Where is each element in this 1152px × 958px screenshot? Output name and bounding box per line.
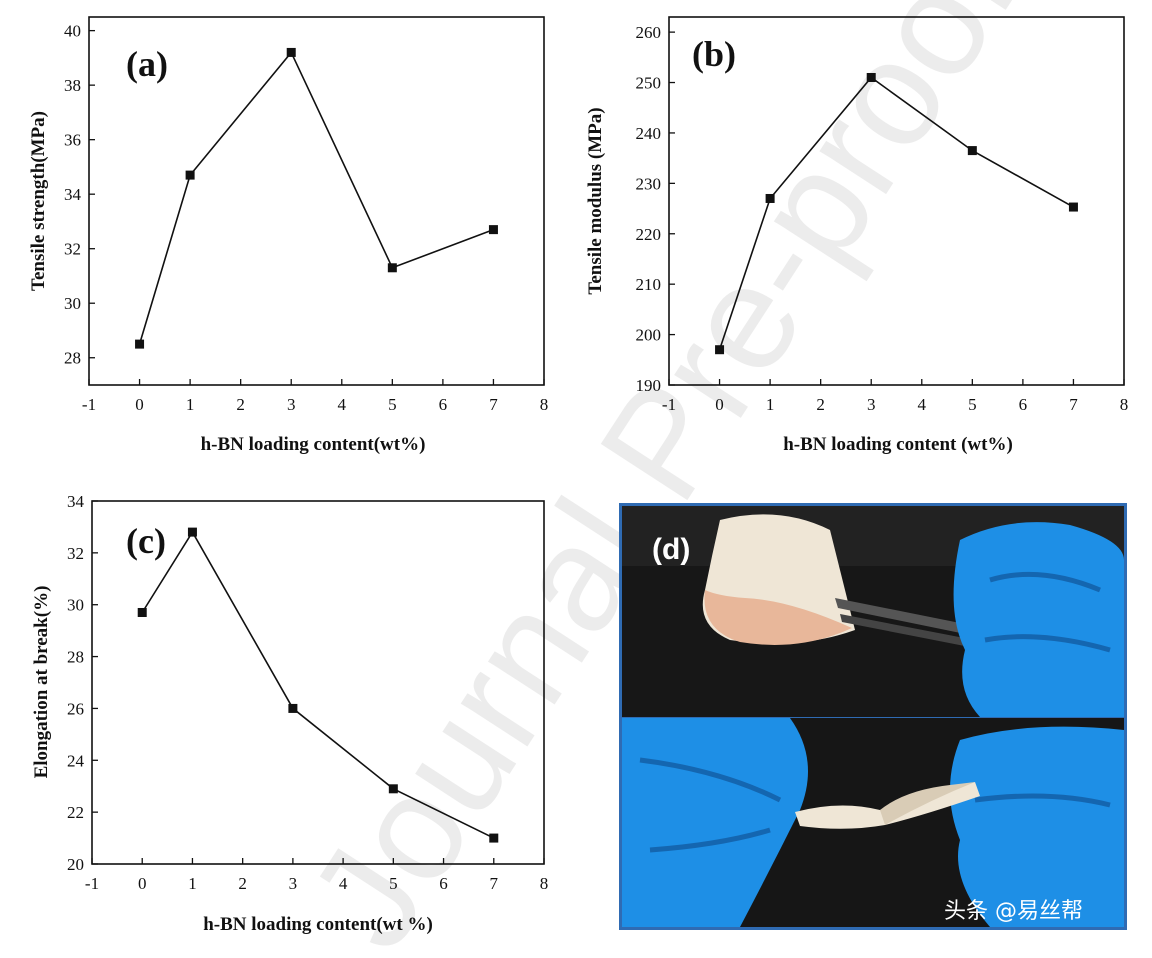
y-axis-title: Tensile modulus (MPa) [585,107,606,294]
data-point [187,527,197,537]
data-point [1068,202,1078,212]
plot-frame [88,16,545,386]
x-tick-label: -1 [662,395,676,414]
data-point [489,833,499,843]
y-tick-label: 22 [67,803,84,822]
panel-label: (a) [126,44,168,84]
data-point [137,607,147,617]
x-tick-label: 7 [489,395,498,414]
y-tick-label: 36 [64,131,81,150]
series-line [138,50,494,345]
x-tick-label: 8 [540,395,549,414]
glove-right-bottom [950,726,1124,927]
y-tick-label: 34 [67,492,85,511]
y-tick-label: 260 [636,23,662,42]
glove-left-bottom [622,718,808,927]
x-tick-label: 3 [289,874,298,893]
y-tick-label: 34 [64,185,82,204]
x-axis-title: h-BN loading content(wt%) [201,434,426,455]
y-tick-label: 210 [636,275,662,294]
y-tick-label: 30 [64,294,81,313]
x-tick-label: 6 [439,395,448,414]
photo-panel-d: (d) 头条 @易丝帮 [619,503,1127,930]
x-tick-label: 2 [816,395,825,414]
y-tick-label: 32 [67,544,84,563]
x-tick-label: 4 [918,395,927,414]
data-point [286,47,296,57]
x-tick-label: 3 [287,395,296,414]
y-tick-label: 28 [64,349,81,368]
panel-b: -1 0 1 2 3 4 5 6 7 8 190 200 210 220 230 240 250 260 h-BN … [585,16,1129,455]
y-tick-label: 26 [67,699,84,718]
x-tick-label: 0 [135,395,144,414]
y-tick-label: 30 [67,596,84,615]
x-tick-label: 1 [186,395,195,414]
y-axis-title: Tensile strength(MPa) [28,111,49,291]
tweezers [835,598,985,638]
y-tick-label: 200 [636,326,662,345]
x-tick-label: 7 [1069,395,1078,414]
data-point [765,193,775,203]
glove-right-top [953,522,1124,717]
x-axis-title: h-BN loading content(wt %) [203,914,433,935]
x-tick-label: 8 [1120,395,1129,414]
data-point [288,703,298,713]
y-tick-label: 240 [636,124,662,143]
x-tick-label: 5 [389,874,398,893]
data-point [135,339,145,349]
x-tick-label: 6 [1019,395,1028,414]
x-tick-label: 1 [188,874,197,893]
y-tick-label: 250 [636,74,662,93]
x-tick-label: 8 [540,874,549,893]
x-tick-label: 4 [339,874,348,893]
y-tick-label: 24 [67,751,85,770]
x-tick-label: 3 [867,395,876,414]
y-tick-label: 38 [64,76,81,95]
x-tick-label: -1 [82,395,96,414]
x-tick-label: 4 [338,395,347,414]
x-axis-title: h-BN loading content (wt%) [783,434,1013,455]
data-point [866,72,876,82]
photo-top-folded-film: (d) [622,506,1124,717]
data-point [185,170,195,180]
plot-frame [91,500,545,865]
x-tick-label: 0 [715,395,724,414]
y-tick-label: 28 [67,648,84,667]
photo-bottom-twisted-film: 头条 @易丝帮 [622,718,1124,927]
panel-label: (b) [692,34,736,74]
y-tick-label: 40 [64,22,81,41]
x-tick-label: 1 [766,395,775,414]
folded-film-inner [704,590,852,645]
y-tick-label: 20 [67,855,84,874]
x-tick-label: 0 [138,874,147,893]
data-point [967,146,977,156]
y-tick-label: 190 [636,376,662,395]
y-tick-label: 230 [636,174,662,193]
x-tick-label: 5 [388,395,397,414]
data-point [715,345,725,355]
y-tick-label: 32 [64,240,81,259]
panel-label: (c) [126,521,166,561]
data-point [388,784,398,794]
credit-text: 头条 @易丝帮 [944,899,1083,924]
data-point [488,225,498,235]
photo-panel-label: (d) [652,533,690,566]
x-tick-label: 2 [236,395,245,414]
x-tick-label: -1 [85,874,99,893]
x-tick-label: 6 [439,874,448,893]
plot-frame [668,16,1125,386]
y-tick-label: 220 [636,225,662,244]
y-axis-title: Elongation at break(%) [31,586,52,779]
twisted-film [795,782,980,829]
data-point [387,263,397,273]
x-tick-label: 2 [238,874,247,893]
x-tick-label: 5 [968,395,977,414]
x-tick-label: 7 [490,874,499,893]
